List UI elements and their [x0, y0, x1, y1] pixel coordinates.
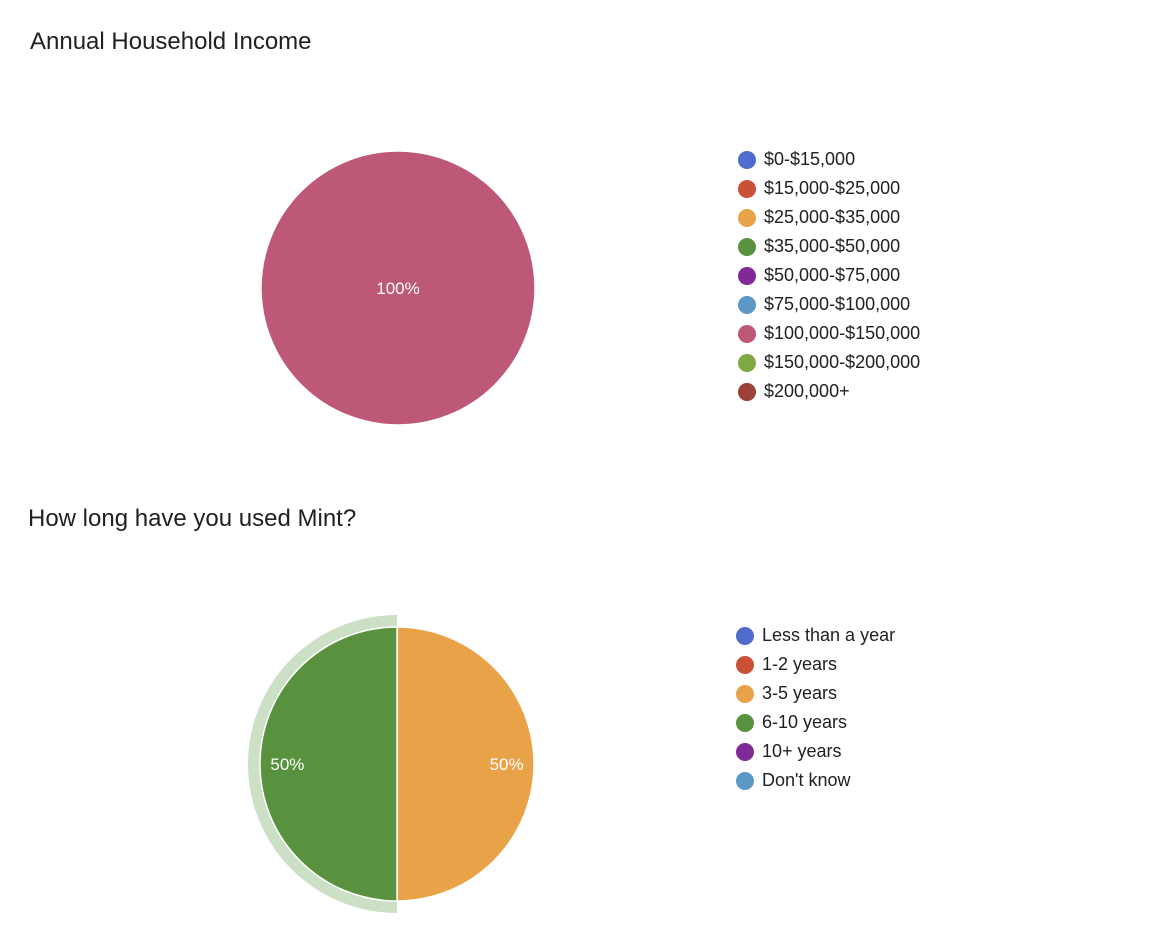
legend-item-75-000-100-000[interactable]: $75,000-$100,000: [738, 290, 920, 319]
legend-swatch: [738, 353, 756, 372]
legend-swatch: [738, 237, 756, 256]
legend-item-3-5-years[interactable]: 3-5 years: [736, 679, 895, 708]
legend-item-150-000-200-000[interactable]: $150,000-$200,000: [738, 348, 920, 377]
legend-item-1-2-years[interactable]: 1-2 years: [736, 650, 895, 679]
legend-item-15-000-25-000[interactable]: $15,000-$25,000: [738, 174, 920, 203]
legend-label: $100,000-$150,000: [764, 323, 921, 343]
slice-data-label: 50%: [270, 755, 304, 774]
pie-slice-3-5-years[interactable]: [396, 626, 535, 902]
legend-label: $35,000-$50,000: [764, 236, 901, 256]
legend-swatch: [736, 742, 754, 761]
legend-label: $15,000-$25,000: [764, 178, 901, 198]
legend-item-6-10-years[interactable]: 6-10 years: [736, 708, 895, 737]
legend-label: Less than a year: [762, 625, 896, 645]
legend-mint-usage: Less than a year 1-2 years 3-5 years 6-10 y…: [736, 621, 895, 795]
legend-income: $0-$15,000 $15,000-$25,000 $25,000-$35,000…: [738, 145, 920, 406]
chart-title: How long have you used Mint?: [28, 505, 357, 532]
pie-slice-100-000-150-000[interactable]: [260, 150, 536, 426]
legend-label: $0-$15,000: [764, 149, 856, 169]
legend-item-don-t-know[interactable]: Don't know: [736, 766, 895, 795]
legend-label: $25,000-$35,000: [764, 207, 901, 227]
legend-swatch: [736, 684, 754, 703]
legend-swatch: [738, 295, 756, 314]
legend-label: 10+ years: [762, 741, 842, 761]
legend-item-50-000-75-000[interactable]: $50,000-$75,000: [738, 261, 920, 290]
legend-swatch: [738, 208, 756, 227]
chart-title: Annual Household Income: [30, 28, 312, 55]
legend-item-35-000-50-000[interactable]: $35,000-$50,000: [738, 232, 920, 261]
legend-item-less-than-a-year[interactable]: Less than a year: [736, 621, 895, 650]
legend-swatch: [738, 179, 756, 198]
legend-label: Don't know: [762, 770, 851, 790]
legend-item-25-000-35-000[interactable]: $25,000-$35,000: [738, 203, 920, 232]
legend-item-100-000-150-000[interactable]: $100,000-$150,000: [738, 319, 920, 348]
legend-swatch: [736, 655, 754, 674]
legend-item-200-000[interactable]: $200,000+: [738, 377, 920, 406]
legend-label: $75,000-$100,000: [764, 294, 911, 314]
legend-swatch: [738, 382, 756, 401]
legend-item-0-15-000[interactable]: $0-$15,000: [738, 145, 920, 174]
legend-item-10-years[interactable]: 10+ years: [736, 737, 895, 766]
legend-swatch: [738, 150, 756, 169]
legend-label: 6-10 years: [762, 712, 848, 732]
legend-swatch: [736, 713, 754, 732]
legend-swatch: [738, 324, 756, 343]
legend-label: $50,000-$75,000: [764, 265, 901, 285]
legend-swatch: [736, 771, 754, 790]
legend-swatch: [736, 626, 754, 645]
legend-swatch: [738, 266, 756, 285]
legend-label: $200,000+: [764, 381, 850, 401]
slice-data-label: 50%: [490, 755, 524, 774]
legend-label: 1-2 years: [762, 654, 838, 674]
legend-label: $150,000-$200,000: [764, 352, 921, 372]
legend-label: 3-5 years: [762, 683, 838, 703]
pie-slice-6-10-years[interactable]: [259, 626, 398, 902]
slice-data-label: 100%: [376, 279, 419, 298]
